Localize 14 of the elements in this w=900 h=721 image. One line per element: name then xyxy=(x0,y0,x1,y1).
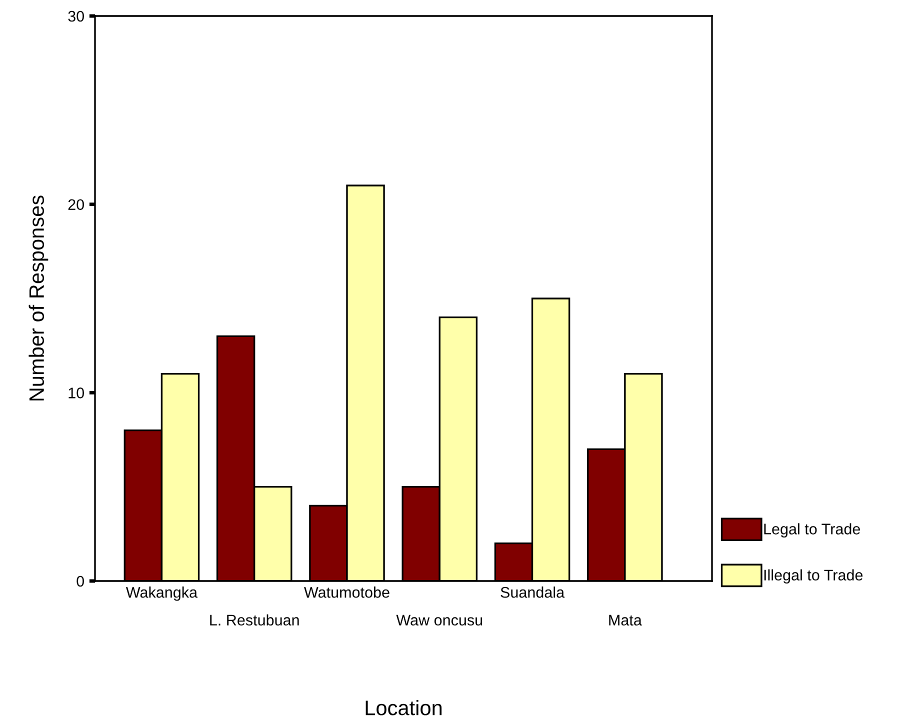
x-axis-title: Location xyxy=(366,700,442,716)
x-tick-label: Mata xyxy=(609,614,642,626)
y-tick-label: 0 xyxy=(76,576,84,587)
x-tick-label: L. Restubuan xyxy=(210,614,299,626)
x-tick-label: Watumotobe xyxy=(304,586,390,598)
y-axis-title: Number of Responses xyxy=(28,196,48,400)
y-tick-label: 30 xyxy=(68,10,84,22)
x-tick-label: Suandala xyxy=(500,586,565,598)
legend-label: Legal to Trade xyxy=(764,523,860,538)
x-tick-label: Waw oncusu xyxy=(396,614,482,626)
y-tick-label: 20 xyxy=(68,199,84,210)
x-tick-label: Wakangka xyxy=(126,586,198,601)
legend-label: Illegal to Trade xyxy=(764,569,863,584)
y-tick-label: 10 xyxy=(68,388,84,398)
